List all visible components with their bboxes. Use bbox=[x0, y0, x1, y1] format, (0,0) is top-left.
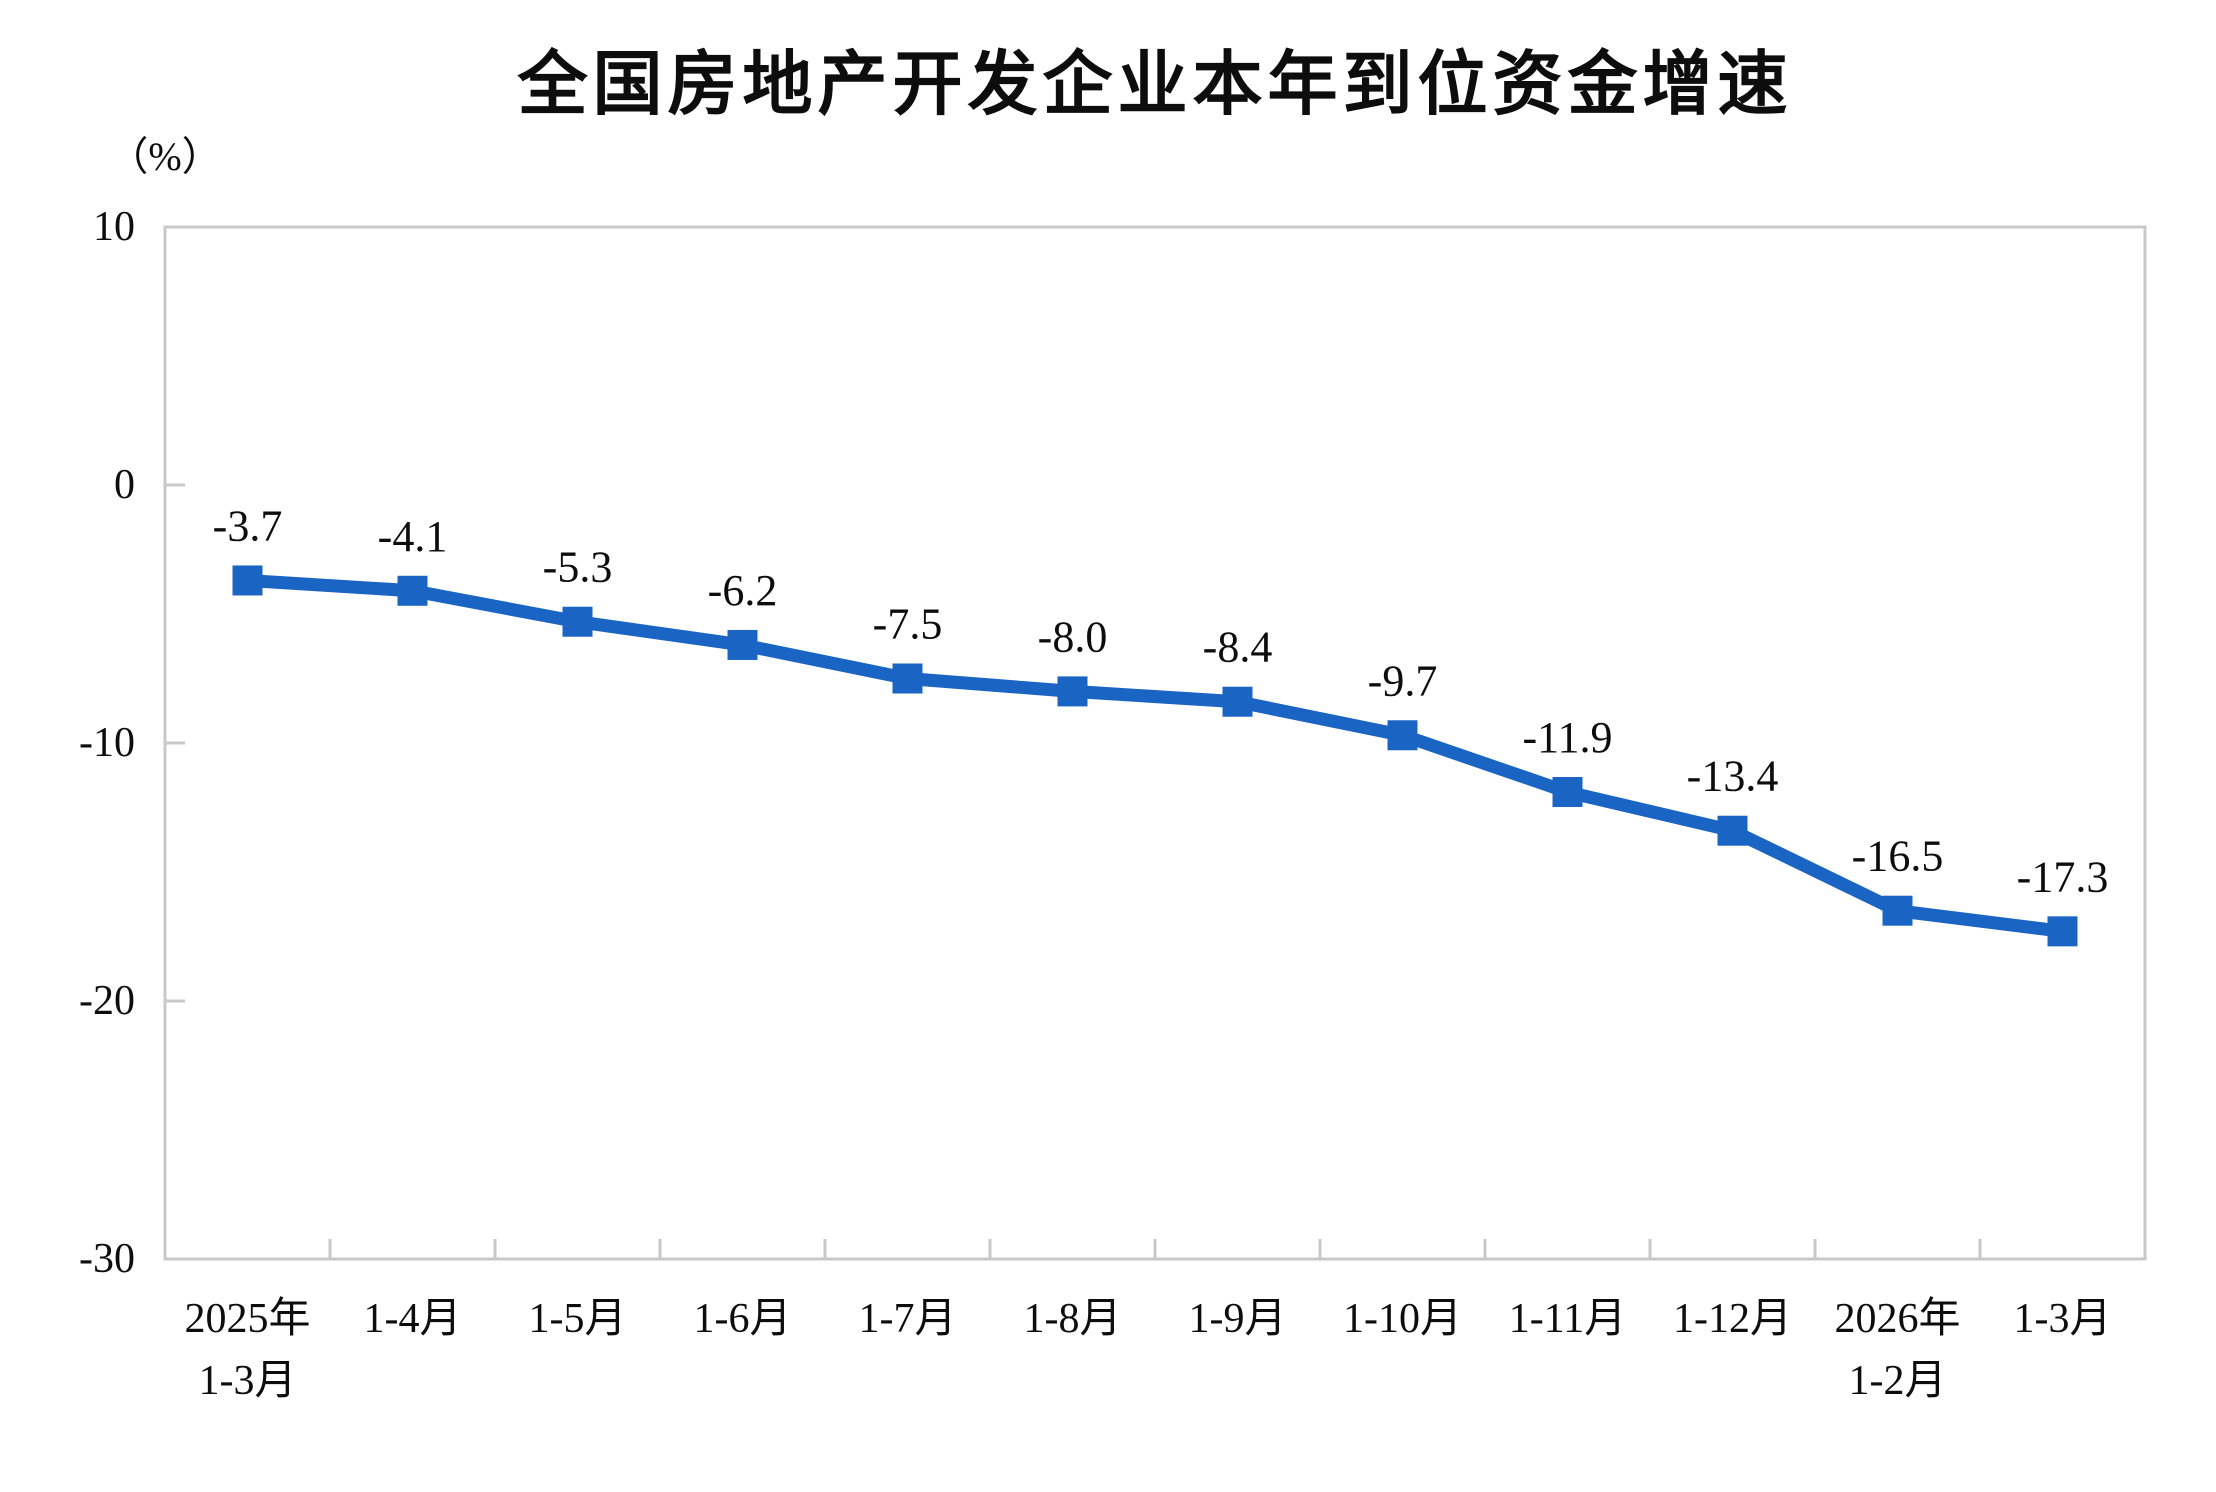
x-axis-category-label: 1-11月 bbox=[1509, 1296, 1626, 1342]
x-axis-category-label: 1-2月 bbox=[1849, 1358, 1947, 1404]
y-axis-tick-label: 10 bbox=[93, 204, 135, 250]
x-axis-category-label: 1-8月 bbox=[1024, 1296, 1122, 1342]
data-point-label: -5.3 bbox=[543, 543, 613, 592]
data-point-marker bbox=[2047, 916, 2078, 947]
data-point-label: -6.2 bbox=[708, 566, 778, 615]
data-point-marker bbox=[1882, 895, 1913, 926]
x-axis-category-label: 1-3月 bbox=[2014, 1296, 2112, 1342]
data-point-label: -13.4 bbox=[1687, 752, 1779, 801]
data-point-label: -17.3 bbox=[2017, 852, 2109, 901]
x-axis-category-label: 1-6月 bbox=[694, 1296, 792, 1342]
data-point-label: -16.5 bbox=[1852, 832, 1944, 881]
data-point-label: -11.9 bbox=[1522, 713, 1612, 762]
x-axis-category-label: 1-7月 bbox=[859, 1296, 957, 1342]
chart-title: 全国房地产开发企业本年到位资金增速 bbox=[517, 45, 1793, 123]
data-point-marker bbox=[1717, 815, 1748, 846]
data-point-marker bbox=[397, 575, 428, 606]
data-point-marker bbox=[232, 565, 263, 596]
y-axis: 10 0 -10 -20 -30 bbox=[79, 204, 185, 1282]
series-markers: -3.7 -4.1 -5.3 -6.2 -7.5 -8.0 -8.4 -9.7 -11.9 -13… bbox=[213, 501, 2109, 947]
y-axis-unit-label: （%） bbox=[108, 134, 222, 179]
data-point-marker bbox=[1222, 686, 1253, 717]
x-axis-category-label: 2026年 bbox=[1834, 1295, 1960, 1342]
data-point-marker bbox=[727, 629, 758, 660]
data-point-label: -4.1 bbox=[378, 512, 448, 561]
y-axis-tick-label: -30 bbox=[79, 1236, 135, 1282]
data-point-marker bbox=[892, 663, 923, 694]
series-line bbox=[241, 573, 2069, 938]
y-axis-tick-label: -10 bbox=[79, 720, 135, 766]
data-point-label: -8.0 bbox=[1038, 612, 1108, 661]
x-axis-category-label: 1-3月 bbox=[199, 1358, 297, 1404]
x-axis-category-label: 1-5月 bbox=[529, 1296, 627, 1342]
data-point-marker bbox=[1552, 777, 1583, 808]
data-point-label: -9.7 bbox=[1368, 656, 1438, 705]
x-axis-category-label: 1-10月 bbox=[1343, 1296, 1462, 1342]
data-point-marker bbox=[562, 606, 593, 637]
data-point-marker bbox=[1057, 676, 1088, 707]
data-point-label: -3.7 bbox=[213, 501, 283, 550]
data-point-marker bbox=[1387, 720, 1418, 751]
data-point-label: -8.4 bbox=[1203, 623, 1273, 672]
plot-area-border bbox=[163, 225, 2147, 1261]
data-point-label: -7.5 bbox=[873, 600, 943, 649]
y-axis-tick-label: 0 bbox=[114, 462, 135, 508]
x-axis-category-label: 2025年 bbox=[184, 1295, 310, 1342]
x-axis: 2025年 1-3月 1-4月 1-5月 1-6月 1-7月 1-8月 1-9月 1-10月 1-… bbox=[184, 1239, 2112, 1404]
x-axis-category-label: 1-12月 bbox=[1673, 1296, 1792, 1342]
x-axis-category-label: 1-4月 bbox=[364, 1296, 462, 1342]
y-axis-tick-label: -20 bbox=[79, 978, 135, 1024]
x-axis-category-label: 1-9月 bbox=[1189, 1296, 1287, 1342]
